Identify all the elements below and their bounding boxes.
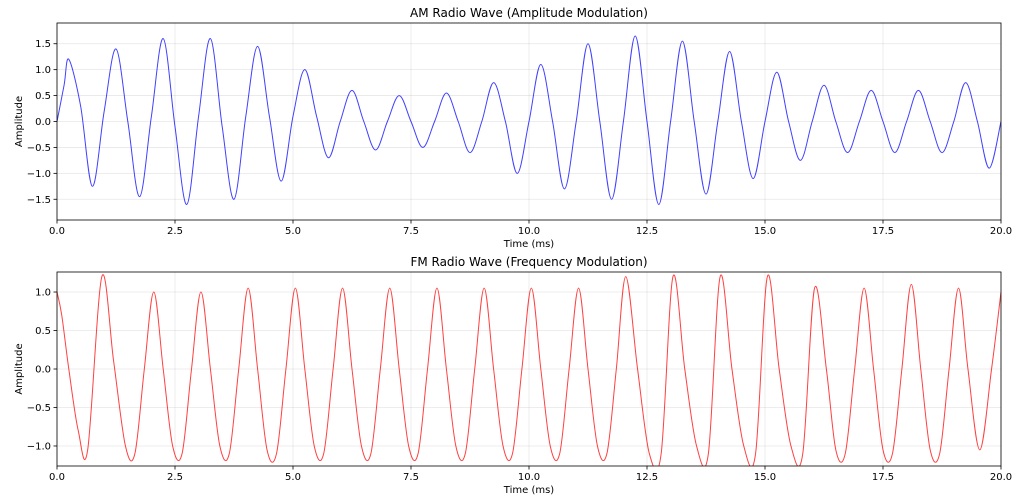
- am-y-tick-label: 0.0: [35, 117, 51, 128]
- fm-x-tick-label: 10.0: [518, 472, 540, 483]
- am-x-tick-label: 10.0: [518, 226, 540, 237]
- am-y-tick-label: 1.0: [35, 65, 51, 76]
- am-x-tick-label: 12.5: [636, 226, 658, 237]
- fm-y-tick-label: −0.5: [27, 403, 51, 414]
- am-x-tick-label: 2.5: [167, 226, 183, 237]
- fm-y-axis-label: Amplitude: [14, 343, 25, 394]
- am-x-tick-label: 0.0: [49, 226, 65, 237]
- fm-x-tick-label: 20.0: [990, 472, 1012, 483]
- fm-x-tick-label: 15.0: [754, 472, 776, 483]
- am-y-tick-label: 1.5: [35, 39, 51, 50]
- fm-y-tick-label: −1.0: [27, 441, 51, 452]
- fm-x-tick-label: 12.5: [636, 472, 658, 483]
- am-x-tick-label: 17.5: [872, 226, 894, 237]
- am-y-tick-label: −1.5: [27, 195, 51, 206]
- fm-chart: 0.0 2.5 5.0 7.5 10.0 12.5 15.0 17.5 20.0 −1.0 −0.5…: [14, 255, 1012, 496]
- am-x-tick-label: 20.0: [990, 226, 1012, 237]
- fm-chart-title: FM Radio Wave (Frequency Modulation): [410, 255, 647, 269]
- fm-y-tick-label: 0.0: [35, 365, 51, 376]
- am-x-tick-label: 15.0: [754, 226, 776, 237]
- am-y-axis-label: Amplitude: [14, 96, 25, 147]
- am-x-tick-label: 5.0: [285, 226, 301, 237]
- fm-x-tick-label: 7.5: [403, 472, 419, 483]
- fm-x-axis-label: Time (ms): [503, 485, 555, 496]
- am-y-tick-label: −0.5: [27, 143, 51, 154]
- am-x-axis-label: Time (ms): [503, 239, 555, 250]
- am-x-tick-label: 7.5: [403, 226, 419, 237]
- fm-y-tick-label: 1.0: [35, 288, 51, 299]
- fm-series-line: [57, 274, 1001, 466]
- fm-x-tick-label: 0.0: [49, 472, 65, 483]
- am-chart-title: AM Radio Wave (Amplitude Modulation): [410, 6, 648, 20]
- am-chart: 0.0 2.5 5.0 7.5 10.0 12.5 15.0 17.5 20.0 −1.5 −1.0…: [14, 6, 1012, 250]
- am-series-line: [57, 35, 1001, 205]
- fm-y-tick-label: 0.5: [35, 326, 51, 337]
- am-y-tick-label: −1.0: [27, 169, 51, 180]
- fm-x-tick-label: 5.0: [285, 472, 301, 483]
- am-y-tick-label: 0.5: [35, 91, 51, 102]
- fm-x-tick-label: 2.5: [167, 472, 183, 483]
- fm-x-tick-label: 17.5: [872, 472, 894, 483]
